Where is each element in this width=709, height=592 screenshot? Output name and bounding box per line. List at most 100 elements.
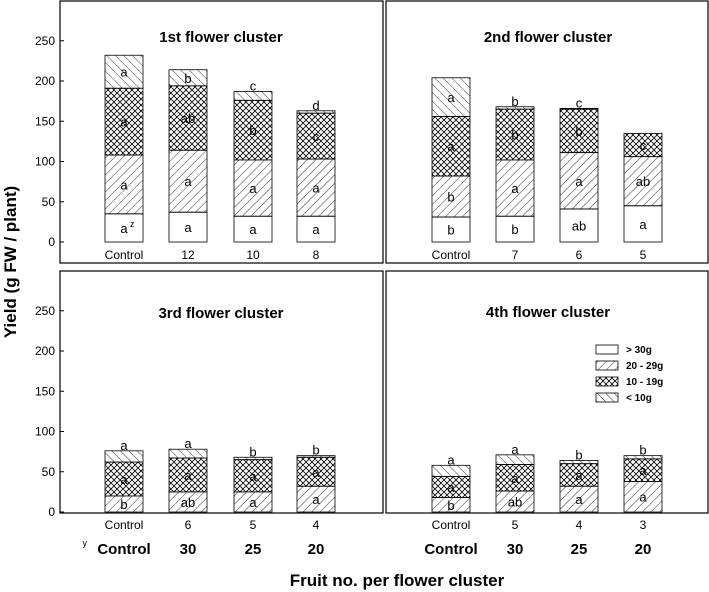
x-tick-label: 5 [640, 248, 647, 262]
significance-letter: a [120, 472, 128, 487]
significance-letter: a [447, 480, 455, 495]
bar-segment [296, 456, 336, 487]
panel-title: 1st flower cluster [159, 29, 283, 46]
panel-title: 2nd flower cluster [484, 29, 613, 46]
significance-letter: a [312, 492, 320, 507]
bar-segment [495, 454, 535, 465]
significance-letter: a [639, 217, 647, 232]
y-tick-label: 250 [35, 34, 55, 48]
significance-letter: b [447, 190, 454, 205]
panel-frame [385, 270, 709, 514]
legend-swatch [595, 344, 619, 355]
significance-letter: c [313, 129, 320, 144]
significance-letter: a [511, 181, 519, 196]
significance-letter: ab [636, 174, 650, 189]
bar-segment [104, 461, 144, 497]
y-tick-label: 150 [35, 114, 55, 128]
significance-letter: a [120, 65, 128, 80]
bar-segment [623, 132, 663, 158]
x-tick-label: 12 [181, 248, 195, 262]
significance-letter: a [120, 438, 128, 453]
significance-letter: b [511, 222, 518, 237]
significance-letter: a [639, 490, 647, 505]
significance-letter: a [184, 468, 192, 483]
bar-segment [431, 464, 471, 477]
significance-letter: a [575, 492, 583, 507]
bottom-category-label: 30 [180, 541, 197, 558]
significance-letter: d [312, 98, 319, 113]
significance-letter: a [120, 177, 128, 192]
x-tick-label: Control [432, 248, 471, 262]
bar-segment [623, 455, 663, 460]
bar-segment [431, 116, 471, 177]
y-tick-label: 150 [35, 384, 55, 398]
legend-label: 20 - 29g [626, 361, 663, 372]
x-tick-label: 4 [313, 518, 320, 532]
x-tick-label: 7 [512, 248, 519, 262]
significance-letter: b [639, 443, 646, 458]
significance-letter: a [312, 465, 320, 480]
x-tick-label: 5 [250, 518, 257, 532]
significance-letter: b [249, 123, 256, 138]
y-tick-label: 0 [48, 235, 55, 249]
x-tick-label: 10 [246, 248, 260, 262]
significance-letter: a [511, 442, 519, 457]
bottom-category-label: Control [424, 541, 477, 558]
bar-segment [495, 159, 535, 217]
significance-letter: b [184, 71, 191, 86]
bar-segment [559, 108, 599, 154]
legend-label: > 30g [626, 345, 652, 356]
significance-letter: b [575, 447, 582, 462]
bar-segment [233, 91, 273, 101]
bar-segment [495, 108, 535, 161]
x-tick-label: 3 [640, 518, 647, 532]
significance-letter: b [447, 223, 454, 238]
bar-segment [495, 106, 535, 110]
significance-letter: b [575, 124, 582, 139]
significance-letter: ab [508, 495, 522, 510]
panel-frame [385, 0, 709, 264]
significance-letter: a [447, 90, 455, 105]
bar-segment [296, 110, 336, 114]
legend-swatch [595, 360, 619, 371]
y-tick-label: 50 [42, 465, 56, 479]
significance-letter: c [250, 78, 257, 93]
panel-4: 4th flower clusterbaaControlabaa5aab4aab… [385, 270, 709, 532]
bar-segment [296, 455, 336, 458]
bar-segment [104, 154, 144, 215]
y-tick-label: 100 [35, 425, 55, 439]
significance-superscript: z [130, 219, 135, 229]
y-tick-label: 0 [48, 505, 55, 519]
bar-segment [168, 211, 208, 243]
significance-letter: a [249, 469, 257, 484]
significance-letter: a [249, 181, 257, 196]
x-tick-label: 6 [185, 518, 192, 532]
bar-segment [623, 156, 663, 207]
bar-segment [623, 205, 663, 243]
bar-segment [559, 152, 599, 210]
significance-letter: a [249, 222, 257, 237]
bar-segment [104, 450, 144, 463]
legend-label: 10 - 19g [626, 377, 663, 388]
significance-letter: ab [572, 218, 586, 233]
bar-segment [296, 112, 336, 160]
x-tick-label: Control [432, 518, 471, 532]
significance-letter: a [575, 468, 583, 483]
x-axis-title: Fruit no. per flower cluster [290, 571, 505, 590]
legend-swatch [595, 376, 619, 387]
bar-segment [296, 158, 336, 217]
bar-segment [168, 448, 208, 459]
bar-segment [233, 159, 273, 217]
y-tick-label: 250 [35, 304, 55, 318]
bottom-row-prefix: y [83, 538, 88, 548]
legend-swatch [595, 392, 619, 403]
panel-title: 3rd flower cluster [158, 305, 283, 322]
significance-letter: a [575, 174, 583, 189]
significance-letter: b [249, 444, 256, 459]
x-tick-label: Control [105, 518, 144, 532]
bar-segment [168, 85, 208, 151]
significance-letter: b [511, 94, 518, 109]
y-tick-label: 100 [35, 155, 55, 169]
bottom-category-label: Control [97, 541, 150, 558]
panel-frame [59, 270, 384, 514]
